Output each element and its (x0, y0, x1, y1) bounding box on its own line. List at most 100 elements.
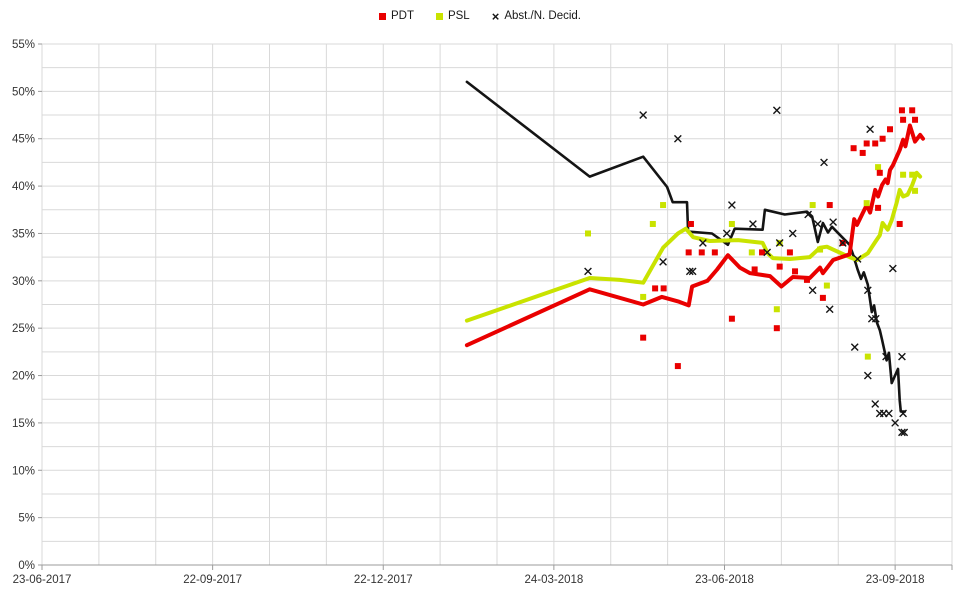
scatter-x (900, 428, 909, 437)
scatter-x (698, 239, 707, 247)
x-tick-label: 24-03-2018 (524, 574, 583, 586)
x-tick-label: 22-09-2017 (183, 574, 242, 586)
y-tick-label: 40% (12, 181, 35, 193)
y-tick-label: 10% (12, 465, 35, 477)
scatter-square (728, 220, 735, 227)
scatter-square (660, 202, 667, 209)
scatter-x (820, 158, 828, 167)
scatter-square (872, 140, 879, 147)
scatter-square (759, 249, 766, 256)
scatter-x (763, 248, 772, 257)
y-tick-label: 5% (18, 513, 35, 525)
scatter-x (899, 409, 907, 418)
abst-n-decid--line (465, 80, 907, 413)
scatter-x (853, 255, 862, 263)
y-tick-label: 50% (12, 86, 35, 98)
scatter-x (749, 220, 757, 228)
scatter-square (909, 107, 916, 114)
y-tick-label: 20% (12, 371, 35, 383)
scatter-square (803, 276, 810, 283)
scatter-square (728, 315, 735, 322)
scatter-square (887, 126, 894, 133)
scatter-square (850, 145, 857, 152)
scatter-square (786, 249, 793, 256)
scatter-square (687, 220, 694, 227)
scatter-square (660, 285, 667, 292)
scatter-x (882, 352, 890, 361)
scatter-x (898, 428, 906, 437)
scatter-square (698, 249, 705, 256)
scatter-square (819, 294, 826, 301)
scatter-x (775, 239, 784, 247)
scatter-square (748, 249, 755, 256)
scatter-x (825, 305, 834, 314)
scatter-square (776, 263, 783, 270)
scatter-x (659, 257, 667, 266)
y-tick-label: 25% (12, 323, 35, 335)
scatter-square (817, 246, 824, 253)
scatter-x (866, 125, 874, 134)
pdt-line (464, 123, 925, 348)
scatter-x (772, 106, 781, 115)
y-tick-label: 30% (12, 276, 35, 288)
scatter-x (584, 267, 592, 276)
scatter-square (879, 135, 886, 142)
scatter-square (876, 169, 883, 176)
scatter-x (863, 286, 872, 295)
scatter-x (871, 400, 880, 408)
scatter-square (773, 306, 780, 313)
scatter-x (863, 371, 872, 380)
scatter-square (864, 353, 871, 360)
scatter-x (871, 314, 880, 323)
scatter-square (640, 293, 647, 300)
scatter-x (850, 343, 859, 352)
x-tick-label: 23-06-2017 (13, 574, 72, 586)
scatter-x (888, 264, 897, 273)
scatter-x (722, 229, 731, 238)
y-tick-label: 55% (12, 39, 35, 51)
scatter-x (808, 286, 817, 295)
scatter-x (688, 267, 697, 276)
scatter-square (909, 171, 916, 178)
scatter-square (751, 266, 758, 273)
scatter-square (859, 149, 866, 156)
scatter-square (863, 140, 870, 147)
scatter-x (838, 239, 847, 247)
scatter-square (685, 249, 692, 256)
scatter-square (863, 200, 870, 207)
scatter-square (773, 325, 780, 332)
scatter-square (826, 202, 833, 209)
x-tick-label: 23-06-2018 (695, 574, 754, 586)
scatter-x (685, 267, 694, 276)
scatter-square (875, 164, 882, 171)
scatter-x (829, 218, 838, 226)
y-tick-label: 35% (12, 228, 35, 240)
psl-line (464, 170, 923, 323)
scatter-square (896, 220, 903, 227)
scatter-square (809, 202, 816, 209)
scatter-square (792, 268, 799, 275)
scatter-square (711, 249, 718, 256)
scatter-square (900, 116, 907, 123)
x-tick-label: 23-09-2018 (866, 574, 925, 586)
y-tick-label: 45% (12, 134, 35, 146)
scatter-x (673, 134, 682, 143)
scatter-square (912, 116, 919, 123)
scatter-square (900, 171, 907, 178)
scatter-square (640, 334, 647, 341)
scatter-square (649, 220, 656, 227)
scatter-square (652, 285, 659, 292)
scatter-square (823, 282, 830, 289)
scatter-x (898, 352, 906, 361)
scatter-square (875, 204, 882, 211)
scatter-x (804, 210, 813, 219)
scatter-x (788, 229, 797, 238)
scatter-square (898, 107, 905, 114)
scatter-x (813, 220, 822, 228)
scatter-x (727, 201, 736, 209)
scatter-x (884, 409, 893, 418)
scatter-square (674, 363, 681, 370)
scatter-square (585, 230, 591, 237)
scatter-x (891, 419, 900, 427)
